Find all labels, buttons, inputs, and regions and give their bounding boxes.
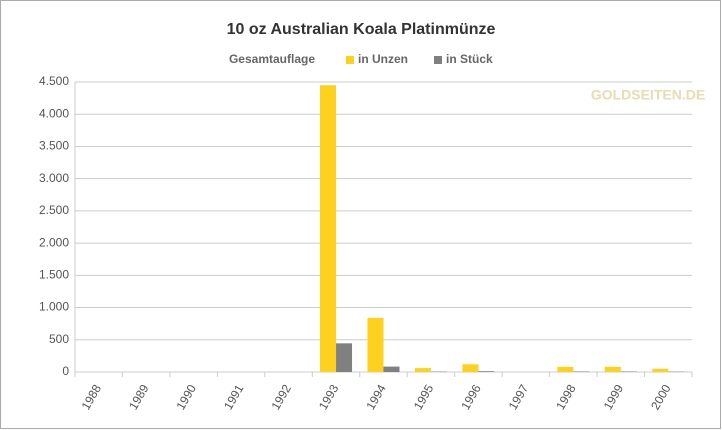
legend-swatch bbox=[434, 56, 442, 64]
bar bbox=[557, 366, 574, 372]
legend-swatch bbox=[346, 56, 354, 64]
bar bbox=[573, 371, 590, 372]
y-tick-label: 3.000 bbox=[39, 171, 69, 185]
legend-title: Gesamtauflage bbox=[229, 52, 315, 66]
bar bbox=[367, 317, 384, 372]
bar bbox=[462, 364, 479, 372]
bar bbox=[478, 371, 495, 372]
bar bbox=[336, 343, 353, 372]
y-tick-label: 4.500 bbox=[39, 74, 69, 88]
y-tick-label: 2.500 bbox=[39, 203, 69, 217]
bar bbox=[320, 85, 337, 372]
y-tick-label: 4.000 bbox=[39, 106, 69, 120]
watermark: GOLDSEITEN.DE bbox=[591, 87, 705, 103]
y-tick-label: 3.500 bbox=[39, 139, 69, 153]
legend-label: in Stück bbox=[446, 52, 493, 66]
y-tick-label: 2.000 bbox=[39, 235, 69, 249]
y-tick-label: 500 bbox=[49, 332, 69, 346]
chart-title: 10 oz Australian Koala Platinmünze bbox=[227, 21, 496, 38]
bar bbox=[604, 366, 621, 372]
bar bbox=[383, 366, 400, 372]
bar bbox=[652, 368, 669, 372]
y-tick-label: 1.000 bbox=[39, 300, 69, 314]
bar bbox=[620, 371, 637, 372]
y-tick-label: 1.500 bbox=[39, 268, 69, 282]
legend-label: in Unzen bbox=[358, 52, 408, 66]
bar bbox=[414, 368, 431, 372]
y-tick-label: 0 bbox=[62, 364, 69, 378]
